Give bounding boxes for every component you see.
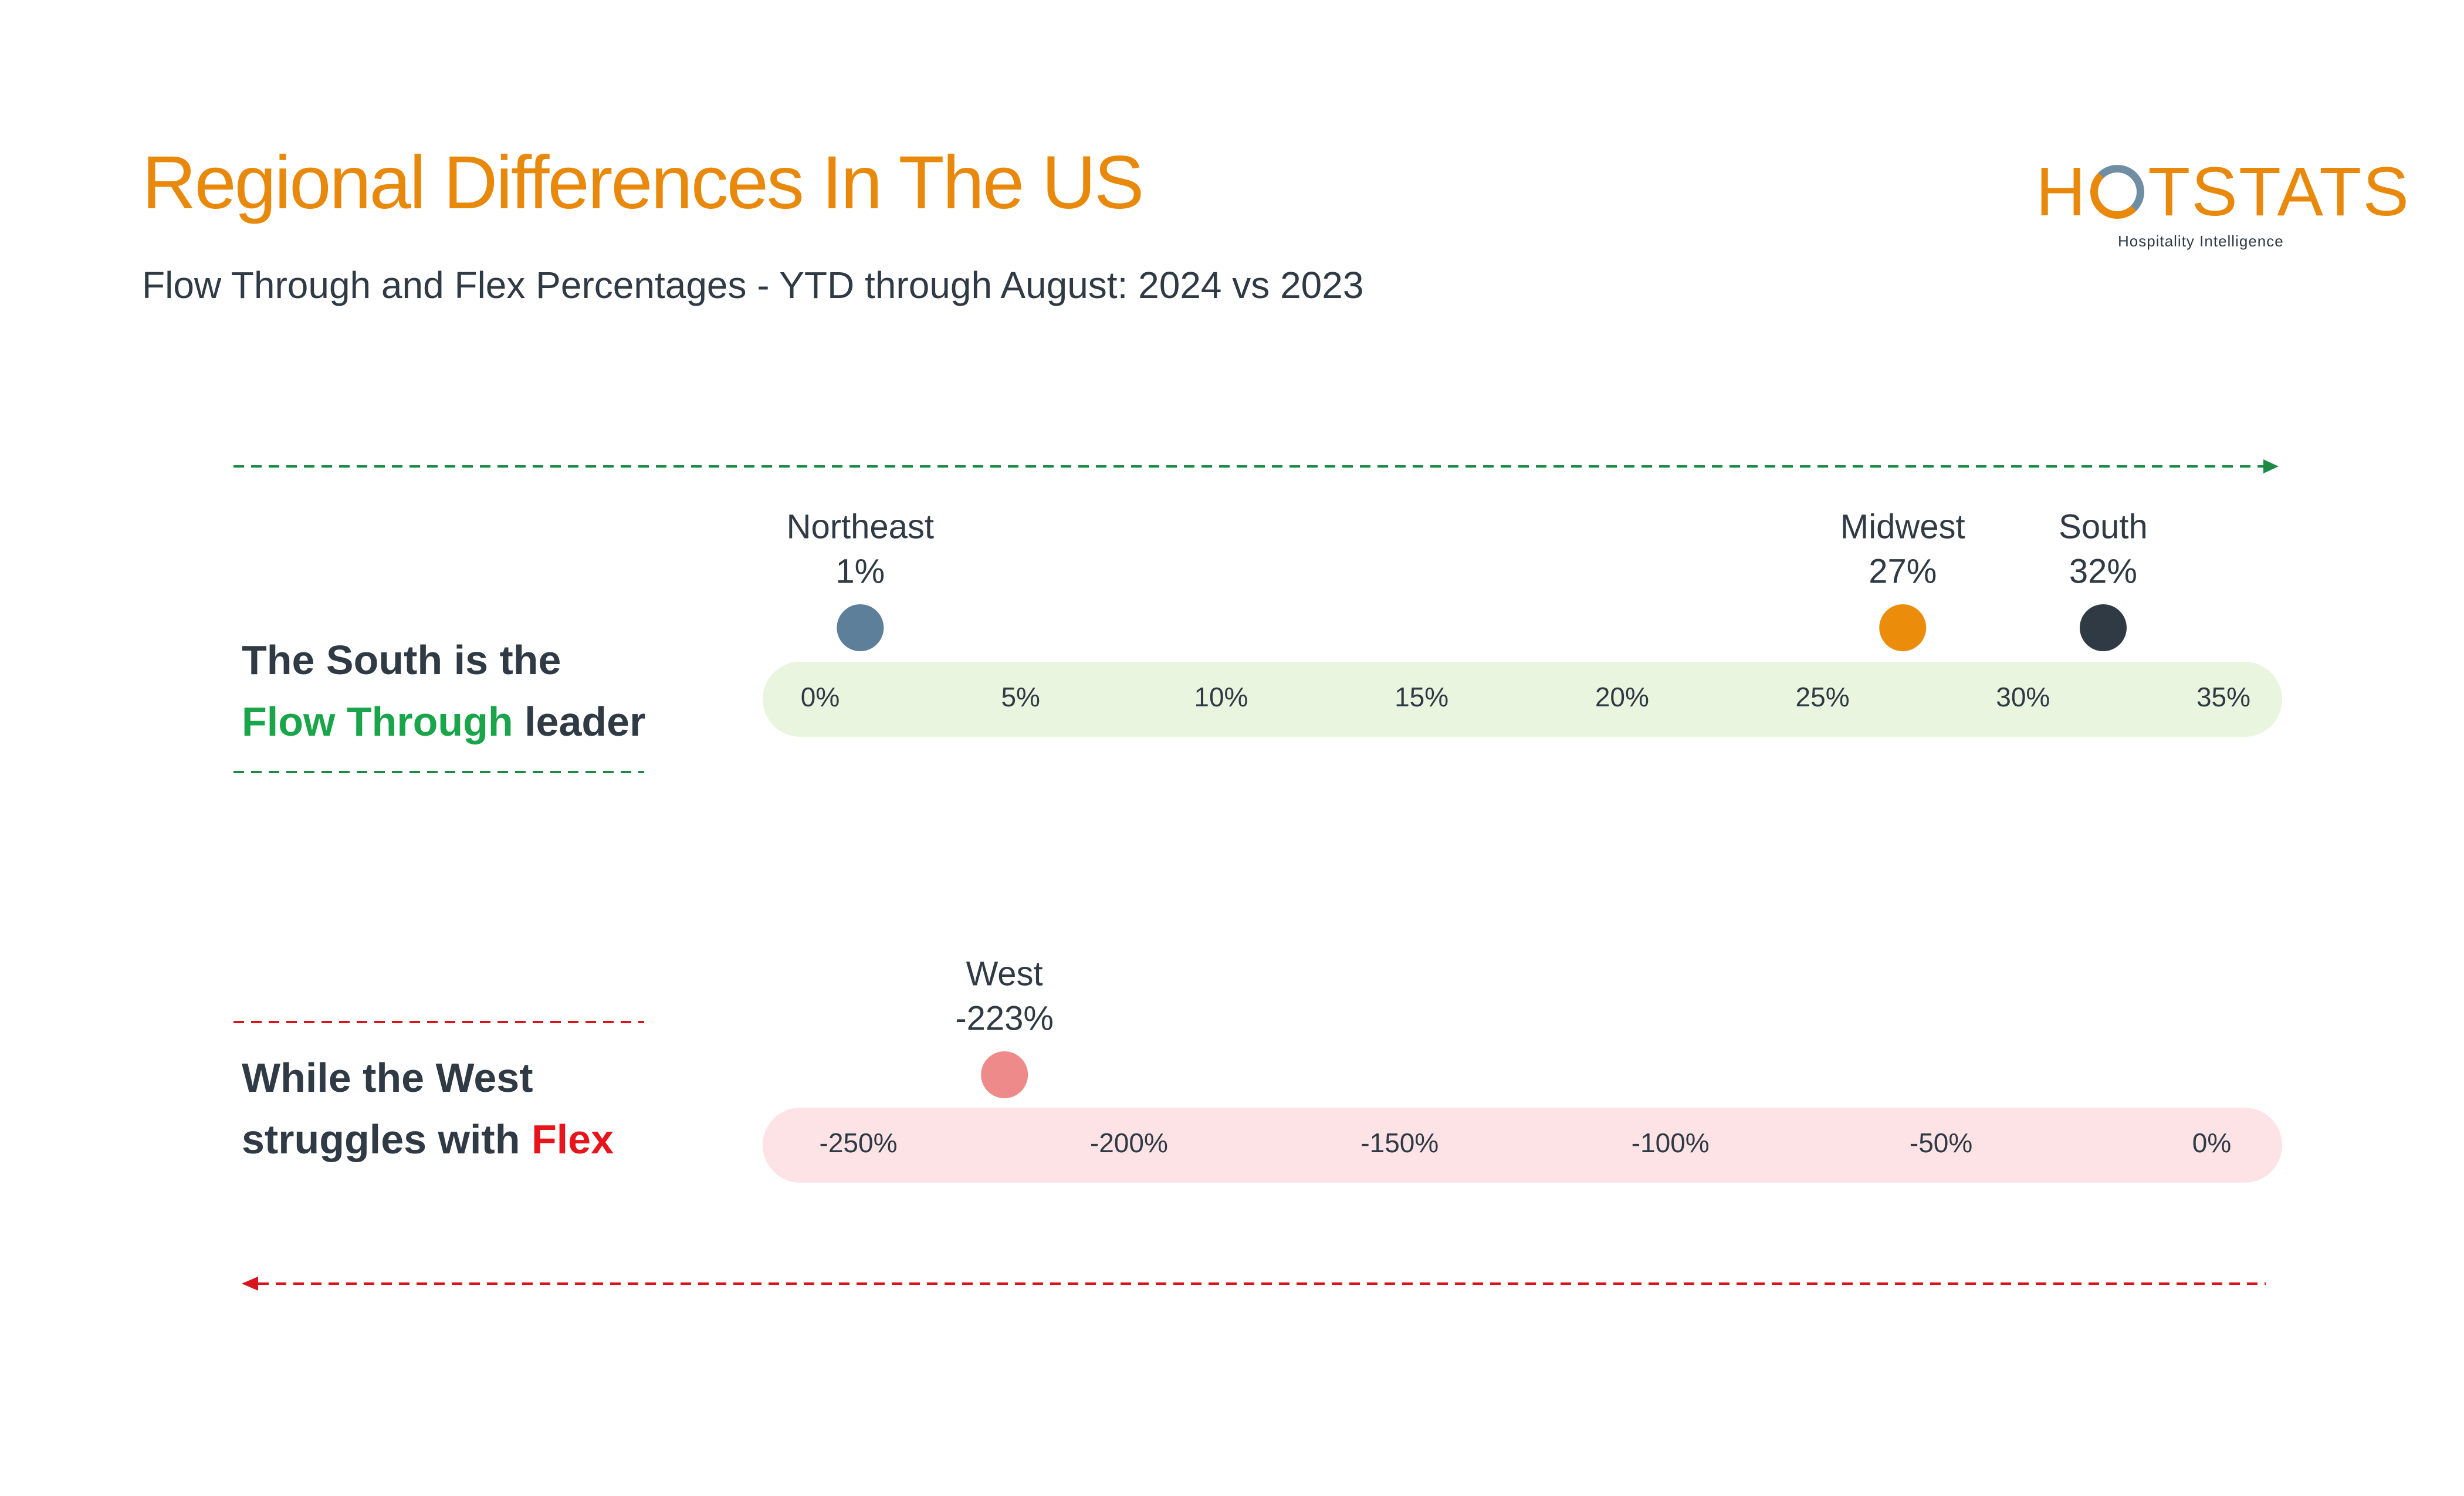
flex-headline-prefix: struggles with (242, 1116, 532, 1162)
flow-through-point-value: 32% (2069, 552, 2137, 590)
flow-through-rest: leader (513, 699, 646, 744)
flow-through-point-name: Northeast (787, 507, 934, 546)
logo-wordmark-left: H (2036, 153, 2087, 231)
flow-through-point-northeast (837, 604, 884, 651)
flow-through-tick-label: 25% (1796, 682, 1850, 712)
flex-tick-label: -150% (1360, 1128, 1439, 1158)
flow-through-point-value: 1% (835, 552, 885, 590)
logo-tagline: Hospitality Intelligence (2118, 232, 2284, 250)
flow-through-tick-label: 0% (801, 682, 840, 712)
flow-through-point-value: 27% (1869, 552, 1937, 590)
logo-wordmark: H TSTATS (2036, 157, 2410, 226)
flow-through-point-name: South (2059, 507, 2148, 546)
flow-through-highlight: Flow Through (242, 699, 513, 744)
flex-headline-line2: struggles with Flex (242, 1109, 614, 1170)
hotstats-logo: H TSTATS Hospitality Intelligence (2036, 157, 2409, 257)
flow-through-tick-label: 10% (1194, 682, 1248, 712)
page-title: Regional Differences In The US (142, 141, 1144, 225)
logo-o-ring-icon (2090, 165, 2145, 219)
flow-through-axis-band (763, 662, 2282, 737)
page-subtitle: Flow Through and Flex Percentages - YTD … (142, 264, 1364, 306)
flex-tick-label: -50% (1910, 1128, 1972, 1158)
flex-point-name: West (966, 955, 1043, 993)
flow-through-tick-label: 35% (2196, 682, 2250, 712)
flow-through-headline-line1: The South is the (242, 637, 561, 683)
flow-through-point-name: Midwest (1840, 507, 1965, 546)
flow-through-point-midwest (1879, 604, 1927, 651)
flex-tick-label: 0% (2192, 1128, 2231, 1158)
flow-through-arrowhead-icon (2263, 459, 2279, 473)
flex-tick-label: -100% (1632, 1128, 1710, 1158)
flow-through-tick-label: 5% (1001, 682, 1040, 712)
logo-wordmark-right: TSTATS (2148, 153, 2411, 231)
flow-through-point-south (2079, 604, 2127, 651)
flow-through-tick-label: 15% (1395, 682, 1448, 712)
flex-highlight: Flex (531, 1116, 614, 1162)
flow-through-tick-label: 20% (1595, 682, 1649, 712)
flex-arrowhead-icon (242, 1277, 258, 1291)
flex-headline-line1: While the West (242, 1055, 533, 1101)
flex-tick-label: -250% (820, 1128, 898, 1158)
flex-point-west (981, 1051, 1028, 1098)
flex-tick-label: -200% (1090, 1128, 1168, 1158)
flow-through-tick-label: 30% (1996, 682, 2050, 712)
flex-headline: While the West struggles with Flex (242, 1047, 614, 1170)
flex-point-value: -223% (955, 999, 1054, 1037)
flex-axis-band (763, 1108, 2282, 1183)
flow-through-headline-line2: Flow Through leader (242, 691, 645, 753)
flow-through-headline: The South is the Flow Through leader (242, 629, 645, 753)
